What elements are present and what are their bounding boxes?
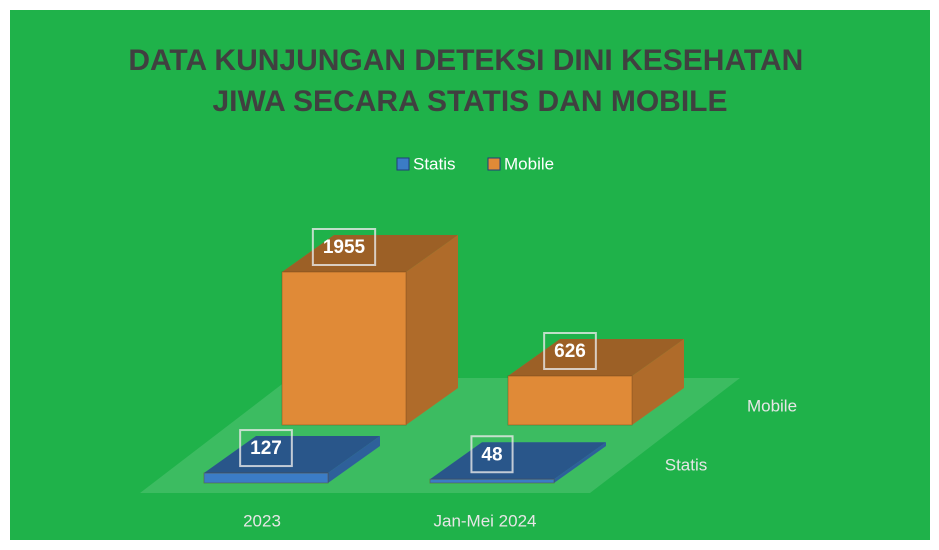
bar-top-shade bbox=[430, 442, 606, 480]
bar-side bbox=[632, 339, 684, 425]
bar-front bbox=[281, 271, 407, 426]
bar-front bbox=[203, 472, 329, 484]
bar-front bbox=[429, 478, 555, 484]
bar-side bbox=[554, 442, 606, 483]
bar-top bbox=[430, 442, 606, 480]
bar-side bbox=[406, 235, 458, 425]
bar-side-shade bbox=[554, 442, 606, 483]
data-label-box bbox=[239, 429, 293, 468]
legend-swatch bbox=[487, 157, 501, 171]
depth-tick-label: Mobile bbox=[747, 396, 797, 415]
bar bbox=[507, 339, 684, 426]
data-label-box bbox=[311, 228, 377, 266]
bar-side-shade bbox=[406, 235, 458, 425]
legend-label: Mobile bbox=[504, 154, 554, 173]
title-line: DATA KUNJUNGAN DETEKSI DINI KESEHATAN bbox=[128, 44, 803, 77]
bar bbox=[281, 235, 458, 426]
bar bbox=[429, 442, 606, 484]
bar-front bbox=[507, 375, 633, 426]
data-label: 626 bbox=[554, 341, 586, 362]
data-label-box bbox=[543, 332, 597, 371]
data-label: 48 bbox=[481, 444, 502, 465]
title-line: JIWA SECARA STATIS DAN MOBILE bbox=[212, 85, 727, 118]
bar-side bbox=[328, 436, 380, 483]
data-label: 127 bbox=[250, 438, 282, 459]
data-label: 1955 bbox=[323, 237, 366, 258]
data-label-box bbox=[470, 435, 514, 474]
x-tick-label: Jan-Mei 2024 bbox=[433, 511, 536, 530]
bar-side-shade bbox=[632, 339, 684, 425]
bar-top bbox=[282, 235, 458, 272]
x-tick-label: 2023 bbox=[243, 511, 281, 530]
bar-side-shade bbox=[328, 436, 380, 483]
legend-swatch bbox=[396, 157, 410, 171]
depth-tick-label: Statis bbox=[665, 455, 708, 474]
chart-title: DATA KUNJUNGAN DETEKSI DINI KESEHATAN JI… bbox=[128, 44, 811, 118]
legend-label: Statis bbox=[413, 154, 456, 173]
bar-top-shade bbox=[282, 235, 458, 272]
